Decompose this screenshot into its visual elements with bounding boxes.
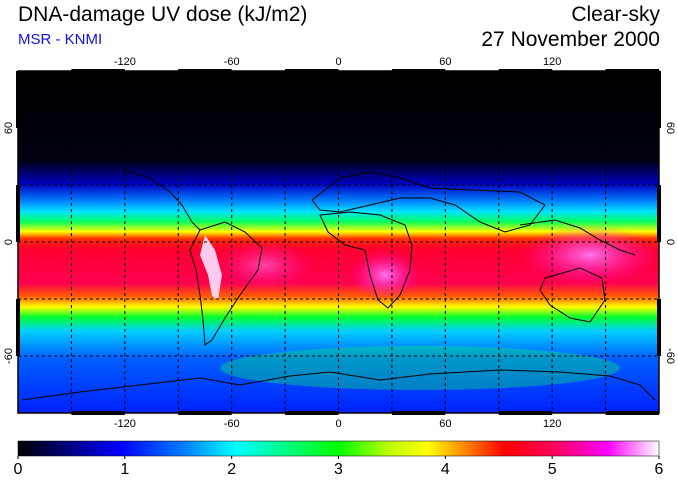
frame-bar [498, 69, 553, 73]
lon-tick-label-top: 60 [439, 56, 451, 68]
source-label: MSR - KNMI [18, 31, 103, 48]
lat-tick-label-left: -60 [3, 348, 15, 364]
graticule-lines [18, 71, 659, 413]
frame-bar [498, 411, 553, 415]
colorbar [17, 440, 660, 457]
lon-tick-label-top: 120 [543, 56, 561, 68]
frame-bar [657, 185, 661, 242]
lat-tick-label-left: 0 [3, 239, 15, 245]
colorbar-tick-label: 0 [14, 461, 23, 478]
lat-tick-label-right: 0 [664, 239, 676, 245]
sky-condition-label: Clear-sky [571, 3, 660, 26]
frame-bar [657, 299, 661, 356]
frame-bar [178, 411, 232, 415]
coastlines [21, 169, 656, 401]
colorbar-tick-label: 1 [120, 461, 129, 478]
lon-tick-label-bottom: 60 [439, 418, 451, 430]
axis-labels: -120 -120 -60 -60 0 0 60 60 120 120 60 60 0 0 -60 -60 [3, 56, 676, 430]
lon-tick-label-bottom: -120 [114, 418, 136, 430]
frame-bar [285, 411, 339, 415]
colorbar-tick-label: 3 [334, 461, 343, 478]
frame-bar [16, 299, 20, 356]
colorbar-tick-label: 6 [655, 461, 664, 478]
map-title: DNA-damage UV dose (kJ/m2) [18, 3, 308, 26]
lon-tick-label-bottom: 0 [335, 418, 341, 430]
frame-bar [285, 69, 339, 73]
date-label: 27 November 2000 [481, 28, 660, 51]
frame-scale-bars [16, 69, 661, 415]
lon-tick-label-top: -60 [224, 56, 240, 68]
lon-tick-label-bottom: -60 [224, 418, 240, 430]
lon-tick-label-bottom: 120 [543, 418, 561, 430]
frame-bar [178, 69, 232, 73]
frame-bar [605, 411, 659, 415]
lon-tick-label-top: -120 [114, 56, 136, 68]
colorbar-tick-label: 2 [227, 461, 236, 478]
frame-bar [657, 71, 661, 128]
lat-tick-label-right: -60 [664, 348, 676, 364]
frame-bar [605, 69, 659, 73]
lat-tick-label-left: 60 [3, 122, 15, 134]
colorbar-tick-label: 4 [441, 461, 450, 478]
frame-bar [71, 411, 125, 415]
frame-bar [71, 69, 125, 73]
lon-tick-label-top: 0 [335, 56, 341, 68]
colorbar-tick-label: 5 [548, 461, 557, 478]
frame-bar [391, 411, 446, 415]
lat-tick-label-right: 60 [664, 122, 676, 134]
frame-bar [16, 71, 20, 128]
colorbar-ticks: 0 1 2 3 4 5 6 [14, 456, 664, 478]
frame-bar [391, 69, 446, 73]
frame-bar [16, 185, 20, 242]
